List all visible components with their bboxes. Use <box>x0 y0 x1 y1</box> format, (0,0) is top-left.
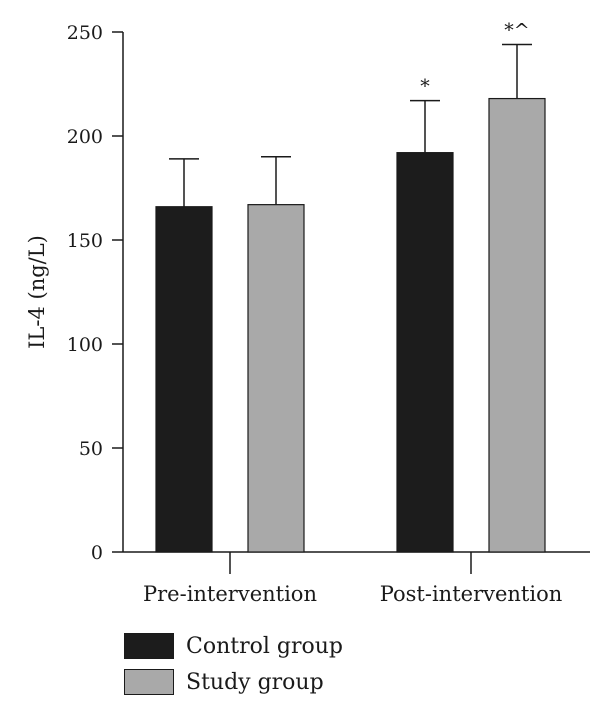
annotations: * *^ <box>420 19 529 97</box>
error-bars <box>169 43 532 207</box>
legend-label-control: Control group <box>186 633 343 659</box>
legend-swatch-study <box>124 669 174 695</box>
bar <box>247 204 305 553</box>
legend-item-control: Control group <box>124 628 343 664</box>
bar <box>155 206 213 553</box>
legend-item-study: Study group <box>124 664 343 700</box>
x-tick-label: Post-intervention <box>380 582 563 606</box>
y-axis: 0 50 100 150 200 250 <box>67 22 124 564</box>
significance-label: *^ <box>504 19 529 41</box>
significance-label: * <box>420 76 430 98</box>
x-tick-label: Pre-intervention <box>143 582 317 606</box>
bar <box>488 97 546 553</box>
chart: 0 50 100 150 200 250 Pre-intervention Post-int… <box>25 19 590 606</box>
y-axis-title: IL-4 (ng/L) <box>25 235 49 349</box>
y-tick-label: 100 <box>67 334 103 356</box>
legend-label-study: Study group <box>186 669 324 695</box>
y-tick-label: 0 <box>91 542 103 564</box>
y-tick-label: 150 <box>67 230 103 252</box>
x-axis: Pre-intervention Post-intervention <box>123 551 590 606</box>
y-tick-label: 200 <box>67 126 103 148</box>
y-tick-label: 250 <box>67 22 103 44</box>
y-tick-label: 50 <box>79 438 103 460</box>
legend: Control group Study group <box>124 628 343 700</box>
legend-swatch-control <box>124 633 174 659</box>
bars <box>155 97 546 553</box>
bar <box>396 152 454 553</box>
